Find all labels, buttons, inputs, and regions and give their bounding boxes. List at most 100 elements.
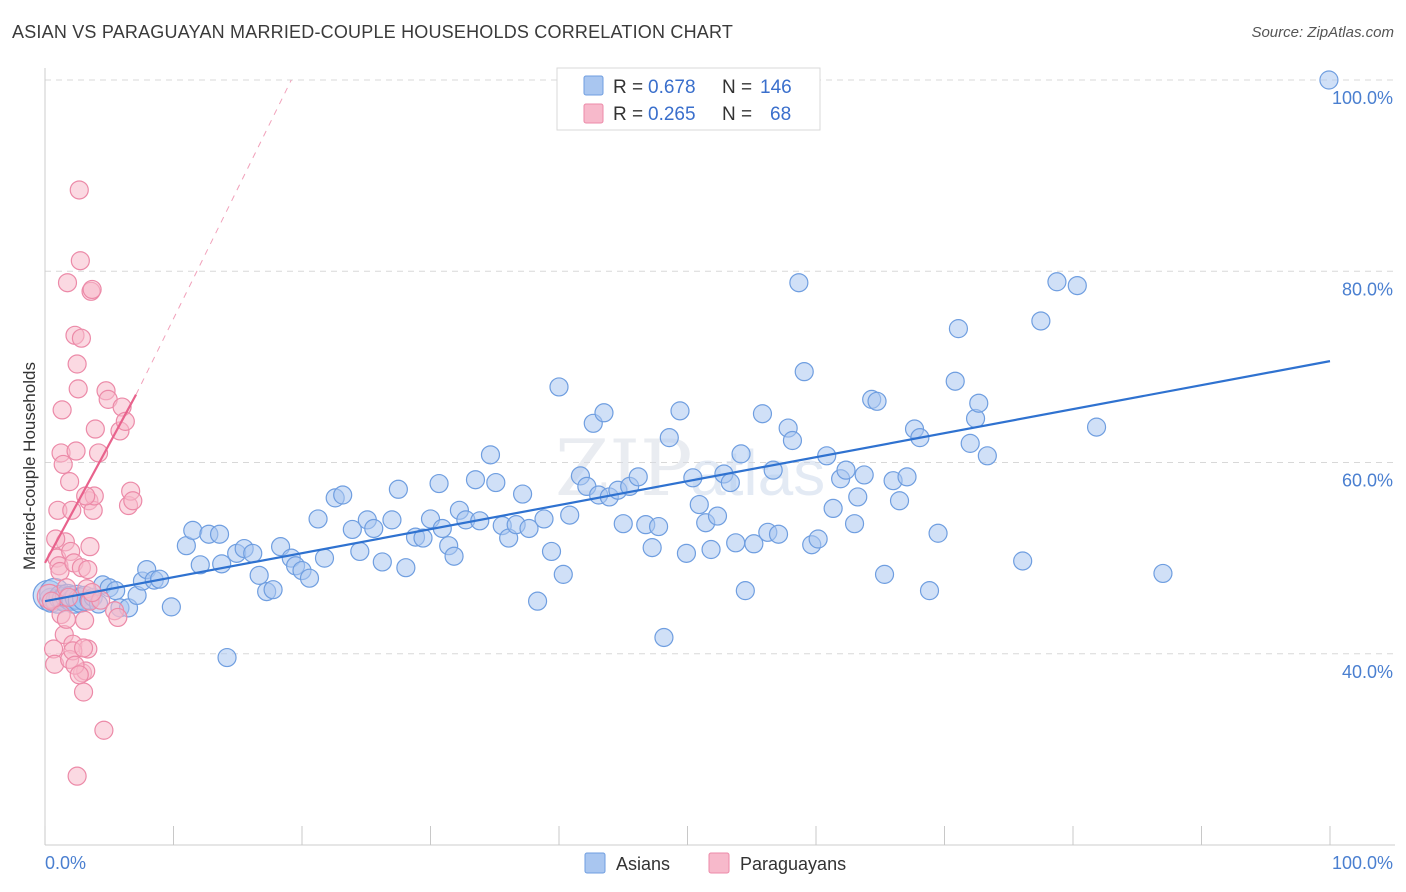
asians-point bbox=[534, 509, 554, 529]
legend-paraguayans-n-value: 68 bbox=[770, 104, 791, 125]
asians-point bbox=[299, 568, 320, 588]
paraguayans-point bbox=[57, 273, 78, 293]
asians-point bbox=[854, 465, 874, 485]
asians-point bbox=[1153, 563, 1173, 584]
asians-point bbox=[1013, 551, 1033, 571]
asians-point bbox=[642, 538, 662, 558]
asians-point bbox=[613, 514, 633, 534]
paraguayans-point bbox=[73, 682, 94, 702]
asians-point bbox=[654, 627, 674, 648]
bottom-legend-swatch-asians bbox=[584, 852, 606, 874]
asians-point bbox=[628, 467, 648, 487]
paraguayans-point bbox=[78, 559, 98, 580]
asians-point bbox=[263, 580, 283, 600]
paraguayans-point bbox=[67, 766, 87, 786]
asians-point bbox=[874, 564, 895, 584]
asians-point bbox=[1319, 70, 1339, 90]
asians-point bbox=[977, 446, 997, 466]
asians-point bbox=[919, 581, 940, 601]
legend-paraguayans-n-label: N = bbox=[722, 104, 752, 125]
asians-point bbox=[333, 485, 353, 505]
y-axis-title: Married-couple Households bbox=[20, 362, 39, 570]
asians-point bbox=[512, 484, 533, 504]
asians-point bbox=[388, 479, 408, 499]
asians-point bbox=[945, 371, 965, 391]
asians-point bbox=[444, 546, 464, 566]
paraguayans-point bbox=[56, 609, 77, 629]
asians-point bbox=[161, 597, 181, 617]
asians-point bbox=[794, 362, 814, 382]
source-label: Source: ZipAtlas.com bbox=[1251, 24, 1394, 41]
paraguayans-point bbox=[73, 638, 94, 658]
asians-point bbox=[396, 558, 416, 578]
asians-point bbox=[342, 519, 362, 540]
asians-point bbox=[659, 428, 679, 448]
asians-point bbox=[549, 377, 569, 397]
series-asians-points bbox=[32, 70, 1339, 668]
asians-point bbox=[1086, 417, 1107, 437]
bottom-legend-swatch-paraguayans bbox=[708, 852, 730, 874]
y-tick-label: 60.0% bbox=[1342, 471, 1393, 491]
top-legend: R = 0.678 N = 146 R = 0.265 N = 68 bbox=[556, 67, 821, 131]
asians-point bbox=[413, 528, 433, 548]
asians-point bbox=[364, 518, 384, 539]
asians-point bbox=[429, 473, 449, 494]
asians-trend-line bbox=[44, 360, 1331, 603]
asians-point bbox=[768, 524, 789, 544]
asians-point bbox=[372, 552, 392, 572]
asians-point bbox=[782, 430, 803, 451]
asians-point bbox=[707, 506, 728, 526]
asians-point bbox=[308, 509, 328, 529]
chart-title: ASIAN VS PARAGUAYAN MARRIED-COUPLE HOUSE… bbox=[12, 22, 734, 42]
paraguayans-point bbox=[53, 454, 73, 475]
legend-swatch-asians bbox=[583, 75, 604, 96]
asians-point bbox=[1047, 272, 1067, 292]
asians-point bbox=[928, 523, 948, 543]
asians-point bbox=[720, 472, 740, 493]
asians-point bbox=[190, 555, 210, 575]
paraguayans-point bbox=[60, 472, 80, 492]
asians-point bbox=[480, 445, 501, 465]
asians-point bbox=[1031, 311, 1051, 331]
asians-point bbox=[808, 529, 828, 549]
axes bbox=[44, 68, 1395, 846]
y-tick-label: 40.0% bbox=[1342, 662, 1393, 682]
asians-point bbox=[382, 510, 402, 530]
paraguayans-point bbox=[52, 400, 72, 420]
asians-point bbox=[541, 541, 562, 562]
paraguayans-point bbox=[82, 279, 102, 300]
paraguayans-point bbox=[69, 180, 89, 200]
paraguayans-point bbox=[68, 379, 88, 399]
paraguayans-point bbox=[69, 665, 89, 685]
grid-lines bbox=[45, 79, 1395, 655]
bottom-legend: Asians Paraguayans bbox=[584, 852, 846, 874]
paraguayans-point bbox=[71, 328, 92, 348]
asians-point bbox=[960, 433, 980, 453]
x-tick-label: 0.0% bbox=[45, 853, 86, 873]
asians-point bbox=[731, 444, 751, 464]
asians-point bbox=[594, 403, 614, 423]
trend-lines bbox=[44, 79, 1331, 603]
legend-swatch-paraguayans bbox=[583, 103, 604, 124]
paraguayans-point bbox=[67, 354, 87, 374]
asians-point bbox=[752, 404, 773, 424]
legend-asians-n-value: 146 bbox=[760, 77, 792, 98]
asians-point bbox=[897, 467, 917, 487]
series-paraguayans-points bbox=[36, 180, 143, 786]
asians-point bbox=[465, 470, 486, 490]
paraguayans-point bbox=[66, 441, 86, 461]
asians-point bbox=[848, 487, 868, 507]
paraguayans-point bbox=[80, 537, 100, 557]
asians-point bbox=[1067, 275, 1087, 296]
paraguayans-point bbox=[50, 561, 70, 582]
legend-asians-n-label: N = bbox=[722, 77, 752, 98]
asians-point bbox=[735, 581, 755, 601]
legend-paraguayans-r-value: 0.265 bbox=[648, 104, 696, 125]
asians-point bbox=[243, 543, 263, 563]
paraguayans-point bbox=[108, 607, 128, 628]
asians-point bbox=[350, 541, 370, 562]
asians-point bbox=[209, 524, 230, 544]
paraguayans-point bbox=[85, 419, 105, 439]
paraguayans-trend-line bbox=[44, 394, 137, 564]
